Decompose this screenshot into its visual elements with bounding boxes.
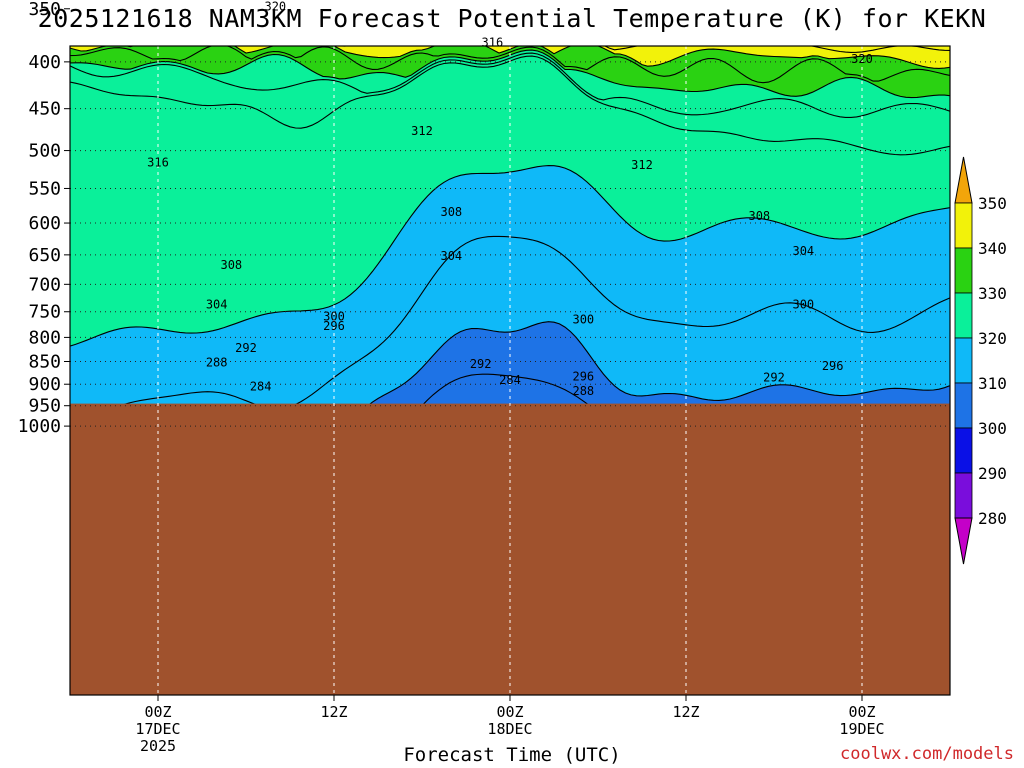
contour-label-31: 288 xyxy=(572,384,594,398)
colorbar-label-280: 280 xyxy=(978,509,1007,528)
y-tick-label-350: 350 xyxy=(28,0,61,20)
colorbar-segment-1 xyxy=(954,247,973,294)
colorbar: 350 340 330 320 310 300 290 280 xyxy=(954,156,1007,565)
contour-label-32: 284 xyxy=(250,380,272,394)
colorbar-label-340: 340 xyxy=(978,239,1007,258)
x-axis-label: Forecast Time (UTC) xyxy=(403,744,621,766)
y-tick-label-400: 400 xyxy=(28,52,61,73)
colorbar-top-arrow xyxy=(954,156,973,204)
contour-label-9: 316 xyxy=(482,35,504,49)
contour-label-13: 312 xyxy=(631,158,653,172)
contour-label-11: 312 xyxy=(411,124,433,138)
contour-label-18: 308 xyxy=(220,258,242,272)
isentrope-340 xyxy=(70,46,950,69)
y-tick-label-800: 800 xyxy=(28,327,61,348)
chart-title: 2025121618 NAM3KM Forecast Potential Tem… xyxy=(37,4,987,33)
contour-label-10: 320 xyxy=(851,52,873,66)
y-tick-label-600: 600 xyxy=(28,213,61,234)
y-tick-label-1000: 1000 xyxy=(18,416,61,437)
x-tick-label-h24-1: 18DEC xyxy=(487,720,532,738)
x-tick-label-h24-0: 00Z xyxy=(496,703,523,721)
colorbar-label-310: 310 xyxy=(978,374,1007,393)
colorbar-segment-0 xyxy=(954,202,973,249)
colorbar-segment-5 xyxy=(954,427,973,474)
x-tick-label-h0-1: 17DEC xyxy=(135,720,180,738)
colorbar-bottom-arrow xyxy=(954,517,973,565)
y-tick-label-700: 700 xyxy=(28,274,61,295)
y-tick-label-850: 850 xyxy=(28,351,61,372)
colorbar-label-350: 350 xyxy=(978,194,1007,213)
y-tick-label-450: 450 xyxy=(28,99,61,120)
credit-text: coolwx.com/models xyxy=(840,744,1014,764)
x-tick-label-h12-0: 12Z xyxy=(320,703,347,721)
y-tick-label-550: 550 xyxy=(28,178,61,199)
x-tick-label-h48-1: 19DEC xyxy=(839,720,884,738)
colorbar-label-330: 330 xyxy=(978,284,1007,303)
y-axis: 2503003504004505005506006507007508008509… xyxy=(18,0,70,437)
contour-label-30: 292 xyxy=(763,371,785,385)
x-tick-label-h0-2: 2025 xyxy=(140,737,176,755)
colorbar-segment-6 xyxy=(954,472,973,519)
contour-label-19: 304 xyxy=(206,298,228,312)
grid-layer xyxy=(70,46,950,695)
contour-label-20: 300 xyxy=(792,298,814,312)
y-tick-label-950: 950 xyxy=(28,396,61,417)
isentrope-328 xyxy=(70,52,950,118)
contour-label-22: 300 xyxy=(572,313,594,327)
y-tick-label-650: 650 xyxy=(28,245,61,266)
contour-label-12: 316 xyxy=(147,156,169,170)
contour-label-24: 292 xyxy=(235,341,257,355)
y-tick-label-750: 750 xyxy=(28,302,61,323)
colorbar-segment-4 xyxy=(954,382,973,429)
contour-label-8: 320 xyxy=(264,0,286,13)
y-tick-label-500: 500 xyxy=(28,141,61,162)
colorbar-segment-2 xyxy=(954,292,973,339)
contour-label-27: 296 xyxy=(822,359,844,373)
x-tick-label-h36-0: 12Z xyxy=(672,703,699,721)
contour-label-23: 296 xyxy=(323,319,345,333)
colorbar-label-320: 320 xyxy=(978,329,1007,348)
contour-label-layer: 3363323323283243243203203203163203123163… xyxy=(147,0,873,398)
contour-label-21: 300 xyxy=(323,309,345,323)
contour-label-15: 308 xyxy=(748,209,770,223)
colorbar-label-290: 290 xyxy=(978,464,1007,483)
isentrope-336 xyxy=(70,46,950,84)
contour-label-17: 304 xyxy=(440,249,462,263)
fill-band-336 xyxy=(70,46,950,83)
contour-label-25: 288 xyxy=(206,355,228,369)
contour-label-14: 308 xyxy=(440,205,462,219)
colorbar-segment-3 xyxy=(954,337,973,384)
colorbar-label-300: 300 xyxy=(978,419,1007,438)
contour-label-29: 296 xyxy=(572,369,594,383)
x-tick-label-h48-0: 00Z xyxy=(848,703,875,721)
contour-label-26: 292 xyxy=(470,357,492,371)
contour-label-16: 304 xyxy=(792,244,814,258)
x-tick-label-h0-0: 00Z xyxy=(144,703,171,721)
contour-label-28: 284 xyxy=(499,373,521,387)
y-tick-label-900: 900 xyxy=(28,374,61,395)
